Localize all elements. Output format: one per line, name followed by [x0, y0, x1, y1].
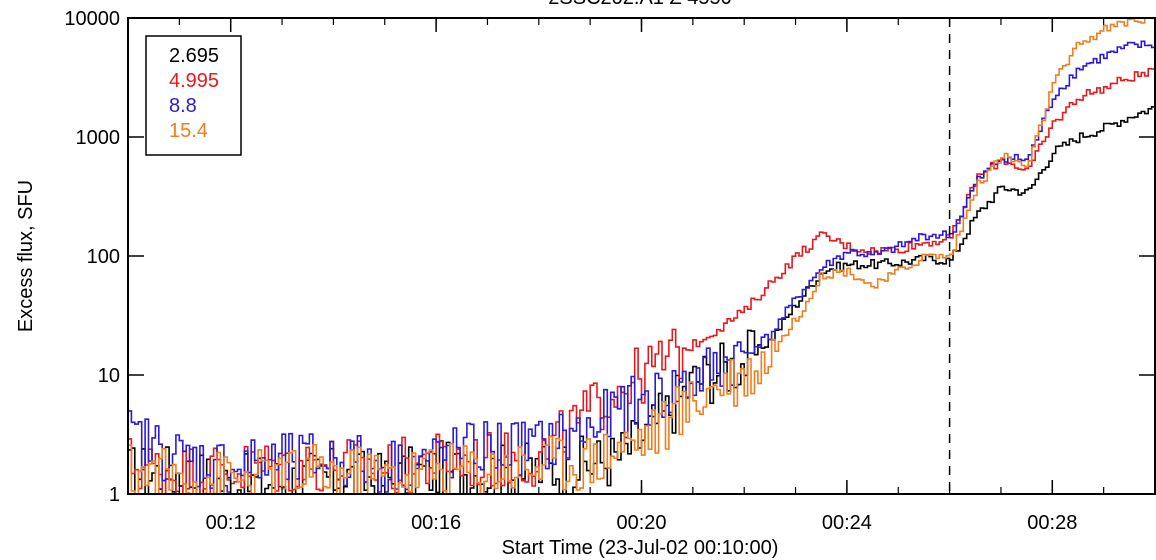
series-line-15-4 — [128, 18, 1156, 494]
x-tick-label: 00:28 — [1027, 512, 1077, 534]
legend-entry-2-695: 2.695 — [169, 45, 219, 67]
y-tick-label: 100 — [87, 246, 120, 268]
y-tick-label: 1000 — [76, 127, 121, 149]
legend-entry-4-995: 4.995 — [169, 70, 219, 92]
series-line-8-8 — [128, 40, 1156, 493]
legend-entry-8-8: 8.8 — [169, 95, 197, 117]
y-axis-title: Excess flux, SFU — [15, 180, 37, 332]
y-tick-label: 10000 — [64, 8, 120, 30]
x-tick-label: 00:24 — [822, 512, 872, 534]
y-tick-label: 10 — [98, 365, 120, 387]
x-axis-title: Start Time (23-Jul-02 00:10:00) — [502, 537, 779, 559]
legend-entry-15-4: 15.4 — [169, 120, 208, 142]
axis-ticks: 00:12 00:16 00:20 00:24 00:28 1 10 100 1000 10000 — [64, 8, 1156, 534]
y-tick-label: 1 — [109, 484, 120, 506]
x-tick-label: 00:20 — [616, 512, 666, 534]
x-tick-label: 00:12 — [206, 512, 256, 534]
legend: 2.695 4.995 8.8 15.4 — [145, 35, 242, 156]
series-layer — [128, 18, 1156, 494]
chart-title: 2SSC202.A1 Z 4550 — [548, 0, 731, 9]
x-tick-label: 00:16 — [411, 512, 461, 534]
legend-box — [145, 35, 242, 156]
